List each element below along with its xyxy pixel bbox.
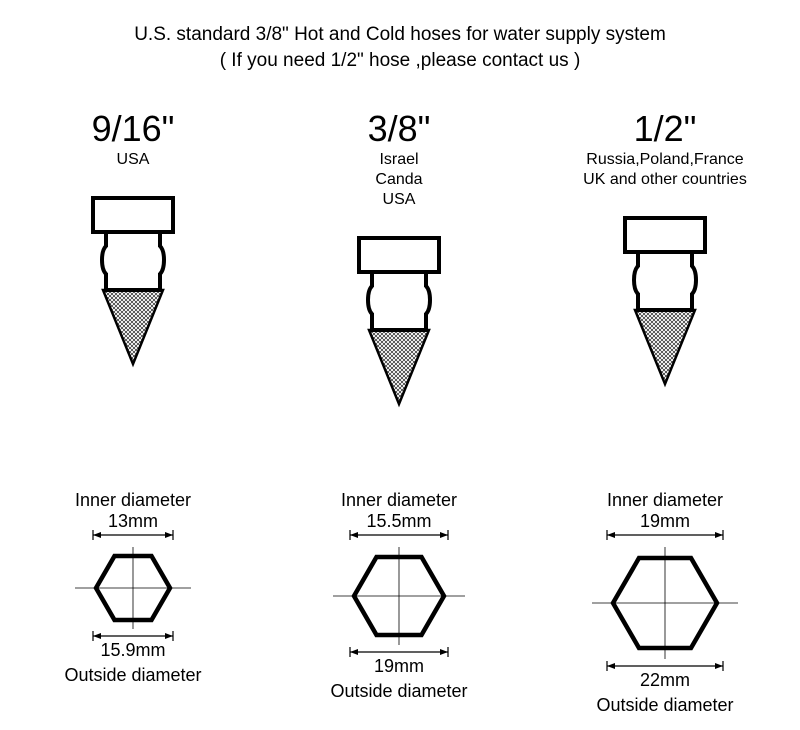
inner-diameter-label: Inner diameter bbox=[341, 490, 457, 511]
size-label: 9/16" bbox=[92, 110, 175, 148]
outer-dim-svg: 19mm bbox=[340, 646, 458, 681]
inner-dim-svg: 15.5mm bbox=[340, 511, 458, 546]
col-9-16: 9/16" USA bbox=[0, 110, 266, 422]
svg-text:22mm: 22mm bbox=[640, 670, 690, 690]
fitting-icon bbox=[344, 232, 454, 422]
svg-text:19mm: 19mm bbox=[640, 511, 690, 531]
countries-label: Israel Canda USA bbox=[375, 150, 422, 210]
countries-label: Russia,Poland,France UK and other countr… bbox=[583, 150, 747, 190]
svg-text:15.9mm: 15.9mm bbox=[100, 640, 165, 660]
dim-col-1-2: Inner diameter 19mm 22mm Outside diamete… bbox=[532, 490, 798, 716]
col-1-2: 1/2" Russia,Poland,France UK and other c… bbox=[532, 110, 798, 422]
title-line-2: ( If you need 1/2" hose ,please contact … bbox=[220, 50, 581, 71]
dim-col-9-16: Inner diameter 13mm 15.9mm Outside diame… bbox=[0, 490, 266, 716]
dimensions-row: Inner diameter 13mm 15.9mm Outside diame… bbox=[0, 490, 800, 716]
outside-diameter-label: Outside diameter bbox=[596, 695, 733, 716]
hexagon-icon bbox=[73, 546, 193, 630]
page-title: U.S. standard 3/8" Hot and Cold hoses fo… bbox=[0, 22, 800, 73]
svg-text:15.5mm: 15.5mm bbox=[366, 511, 431, 531]
inner-dim-svg: 13mm bbox=[83, 511, 183, 546]
hose-spec-diagram: U.S. standard 3/8" Hot and Cold hoses fo… bbox=[0, 0, 800, 730]
title-line-1: U.S. standard 3/8" Hot and Cold hoses fo… bbox=[134, 24, 666, 45]
col-3-8: 3/8" Israel Canda USA bbox=[266, 110, 532, 422]
inner-diameter-label: Inner diameter bbox=[75, 490, 191, 511]
outer-dim-svg: 15.9mm bbox=[83, 630, 183, 665]
fitting-icon bbox=[78, 192, 188, 382]
size-label: 3/8" bbox=[368, 110, 431, 148]
svg-text:13mm: 13mm bbox=[108, 511, 158, 531]
hexagon-icon bbox=[590, 546, 740, 660]
inner-diameter-label: Inner diameter bbox=[607, 490, 723, 511]
fitting-icon bbox=[610, 212, 720, 402]
outside-diameter-label: Outside diameter bbox=[330, 681, 467, 702]
svg-text:19mm: 19mm bbox=[374, 656, 424, 676]
countries-label: USA bbox=[117, 150, 150, 170]
dim-col-3-8: Inner diameter 15.5mm 19mm Outside diame… bbox=[266, 490, 532, 716]
size-label: 1/2" bbox=[634, 110, 697, 148]
outer-dim-svg: 22mm bbox=[597, 660, 733, 695]
inner-dim-svg: 19mm bbox=[597, 511, 733, 546]
hexagon-icon bbox=[331, 546, 467, 646]
fitting-row: 9/16" USA 3/8" bbox=[0, 110, 800, 422]
outside-diameter-label: Outside diameter bbox=[64, 665, 201, 686]
